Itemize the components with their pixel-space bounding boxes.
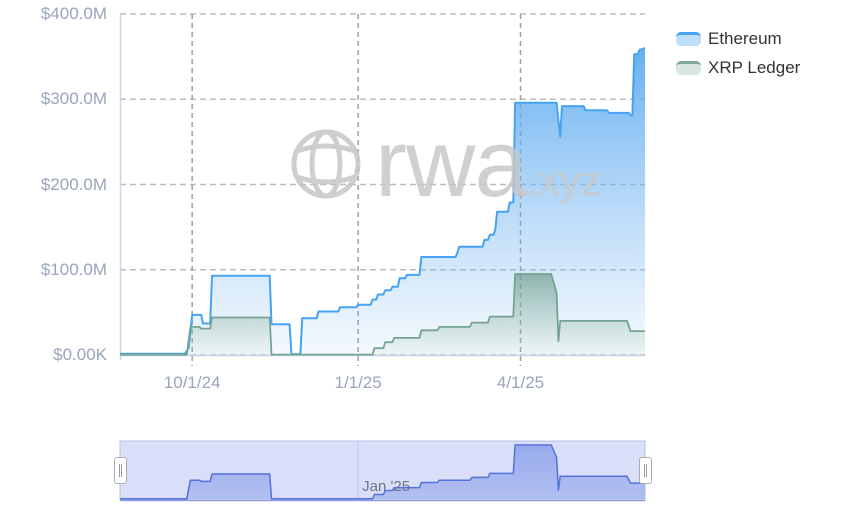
legend-label: Ethereum xyxy=(708,28,782,48)
xrp-ledger-area[interactable] xyxy=(120,274,645,355)
navigator-right-handle-icon[interactable] xyxy=(638,457,652,484)
x-axis-label: 4/1/25 xyxy=(496,373,545,392)
ethereum-line[interactable] xyxy=(120,47,646,356)
legend: Ethereum XRP Ledger xyxy=(676,24,800,82)
y-axis-label: $0.00K xyxy=(53,345,107,364)
navigator-series xyxy=(120,441,645,500)
ethereum-area[interactable] xyxy=(120,48,645,355)
y-axis-label: $200.0M xyxy=(40,174,107,194)
y-axis-label: $100.0M xyxy=(40,259,107,279)
navigator-axis-label: Jan '25 xyxy=(362,478,411,495)
legend-item-ethereum[interactable]: Ethereum xyxy=(676,24,800,53)
x-axis-label: 10/1/24 xyxy=(163,373,221,392)
navigator-area xyxy=(120,445,645,499)
legend-label: XRP Ledger xyxy=(708,57,801,77)
navigator-line xyxy=(120,444,645,500)
legend-item-xrp-ledger[interactable]: XRP Ledger xyxy=(676,53,800,82)
xrp-ledger-swatch-icon xyxy=(676,60,701,75)
xrp-ledger-line[interactable] xyxy=(120,273,645,356)
navigator-left-handle-icon[interactable] xyxy=(113,457,127,484)
ethereum-swatch-icon xyxy=(676,31,701,46)
y-axis-label: $300.0M xyxy=(40,89,107,109)
y-axis-label: $400.0M xyxy=(40,4,107,23)
x-axis-label: 1/1/25 xyxy=(334,373,382,392)
